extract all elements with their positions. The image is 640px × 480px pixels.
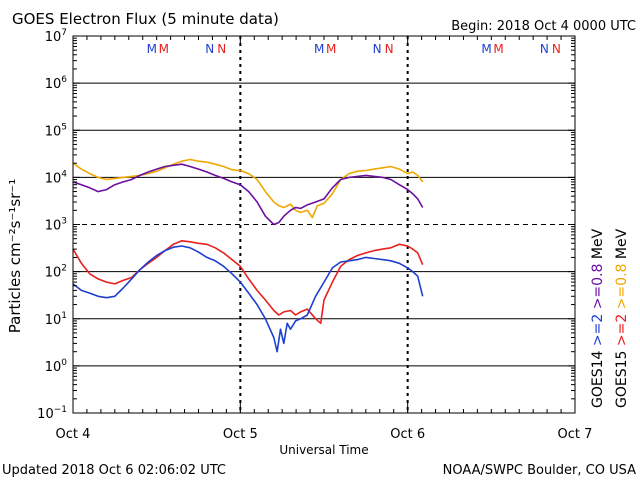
y-tick-label: 105 [45,122,67,139]
data-series [72,158,424,353]
noon-label: M [314,42,324,56]
x-tick-label: Oct 6 [390,427,425,442]
y-axis-ticks: 107 106 105 104 103 102 101 100 10−1 [37,28,575,422]
noon-label: N [205,42,214,56]
y-tick-label: 102 [45,264,67,281]
y-tick-label: 10−1 [37,405,67,422]
legend-item: MeV [614,228,630,263]
legend-item: MeV [590,228,606,263]
grid-lines [73,82,575,367]
noon-label: M [159,42,169,56]
y-tick-label: 104 [45,169,68,186]
noon-label: N [552,42,561,56]
y-tick-label: 103 [45,217,67,234]
legend-column-1: GOES14 >=2 >=0.8 MeV [590,228,606,408]
series-line-3 [72,245,424,353]
legend-item: >=0.8 [590,264,606,314]
noon-label: N [385,42,394,56]
y-tick-label: 106 [45,75,68,92]
legend-item: GOES15 [614,351,630,408]
begin-time-label: Begin: 2018 Oct 4 0000 UTC [451,19,636,34]
legend-item: >=0.8 [614,264,630,314]
noon-label: N [373,42,382,56]
legend-column-2: GOES15 >=2 >=0.8 MeV [614,228,630,408]
x-tick-label: Oct 5 [223,427,258,442]
noon-label: M [326,42,336,56]
series-line-1 [72,163,424,226]
x-axis-label: Universal Time [279,443,368,457]
y-axis-label: Particles cm⁻²s⁻¹sr⁻¹ [6,179,24,333]
x-tick-label: Oct 4 [56,427,91,442]
legend-item: >=2 [590,314,606,351]
updated-timestamp: Updated 2018 Oct 6 02:06:02 UTC [2,463,226,478]
noon-label: M [493,42,503,56]
legend-item: GOES14 [590,350,606,408]
y-tick-label: 101 [45,311,67,328]
y-tick-label: 107 [45,28,67,45]
x-axis-ticks: Oct 4 Oct 5 Oct 6 Oct 7 [56,36,593,442]
noon-label: M [481,42,491,56]
noon-label: M [147,42,157,56]
series-line-0 [72,158,424,219]
noon-label: N [540,42,549,56]
y-tick-label: 100 [45,358,68,375]
x-tick-label: Oct 7 [558,427,593,442]
chart-title: GOES Electron Flux (5 minute data) [12,10,279,28]
legend-item: >=2 [614,314,630,351]
noon-label: N [217,42,226,56]
source-credit: NOAA/SWPC Boulder, CO USA [443,463,636,478]
series-line-2 [72,240,424,325]
